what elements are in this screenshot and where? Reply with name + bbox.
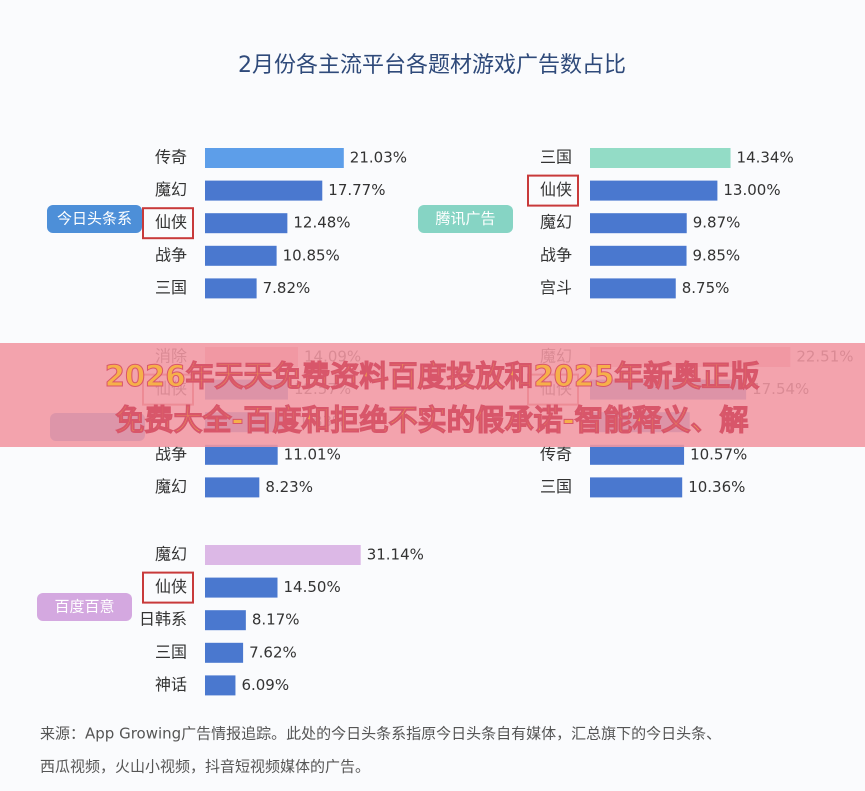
platform-badge (418, 205, 513, 233)
category-label: 三国 (540, 477, 572, 496)
category-label: 仙侠 (155, 577, 187, 596)
banner-text: 2026年天天免费资料百度投放和2025年新奥正版 (105, 359, 759, 393)
bar (590, 180, 718, 201)
value-label: 7.82% (263, 279, 311, 297)
source-note: 西瓜视频，火山小视频，抖音短视频媒体的广告。 (40, 758, 370, 776)
platform-label: 腾讯广告 (435, 210, 495, 228)
platform-badge (47, 205, 142, 233)
category-label: 魔幻 (155, 180, 187, 199)
value-label: 10.36% (688, 478, 745, 496)
bar (205, 477, 260, 498)
bar (205, 545, 361, 565)
bar (205, 610, 246, 631)
source-note: 来源：App Growing广告情报追踪。此处的今日头条系指原今日头条自有媒体，… (40, 725, 721, 743)
bar (205, 245, 277, 266)
value-label: 8.23% (265, 478, 313, 496)
bar (590, 477, 683, 498)
category-label: 三国 (155, 642, 187, 661)
bar (205, 278, 257, 299)
category-label: 战争 (540, 245, 572, 264)
platform-label: 今日头条系 (57, 210, 132, 228)
category-label: 三国 (155, 278, 187, 297)
bar (590, 213, 687, 234)
category-label: 战争 (155, 444, 187, 463)
bar (590, 148, 731, 168)
bar (205, 444, 278, 465)
chart-title: 2月份各主流平台各题材游戏广告数占比 (238, 53, 626, 78)
category-label: 宫斗 (540, 278, 572, 297)
platform-label: 百度百意 (54, 598, 114, 616)
category-label: 魔幻 (540, 213, 572, 232)
value-label: 9.85% (693, 246, 741, 264)
highlight-box (527, 174, 579, 207)
value-label: 13.00% (723, 181, 780, 199)
value-label: 10.57% (690, 445, 747, 463)
category-label: 仙侠 (155, 213, 187, 232)
value-label: 8.75% (682, 279, 730, 297)
category-label: 传奇 (540, 444, 572, 463)
value-label: 21.03% (350, 149, 407, 167)
banner-band (0, 343, 865, 447)
category-label: 传奇 (155, 148, 187, 167)
category-label: 魔幻 (155, 545, 187, 564)
bar (205, 148, 344, 168)
value-label: 7.62% (249, 643, 297, 661)
category-label: 魔幻 (155, 477, 187, 496)
category-label: 仙侠 (540, 180, 572, 199)
category-label: 三国 (540, 148, 572, 167)
value-label: 10.85% (283, 246, 340, 264)
value-label: 6.09% (241, 676, 289, 694)
value-label: 8.17% (252, 611, 300, 629)
category-label: 战争 (155, 245, 187, 264)
highlight-box (142, 207, 194, 240)
bar (590, 245, 687, 266)
category-label: 日韩系 (139, 610, 187, 629)
value-label: 14.50% (284, 578, 341, 596)
bar (205, 577, 278, 598)
value-label: 14.34% (737, 149, 794, 167)
bar (205, 180, 323, 201)
value-label: 17.77% (328, 181, 385, 199)
value-label: 31.14% (367, 546, 424, 564)
category-label: 神话 (155, 675, 187, 694)
banner-text: 免费大全-百度和拒绝不实的假承诺-智能释义、解 (115, 403, 748, 437)
value-label: 9.87% (693, 214, 741, 232)
highlight-box (142, 571, 194, 604)
bar (590, 444, 685, 465)
bar (590, 278, 676, 299)
bar (205, 213, 288, 234)
bar (205, 642, 244, 663)
bar (205, 675, 236, 696)
value-label: 12.48% (293, 214, 350, 232)
platform-badge (37, 593, 132, 621)
value-label: 11.01% (284, 445, 341, 463)
